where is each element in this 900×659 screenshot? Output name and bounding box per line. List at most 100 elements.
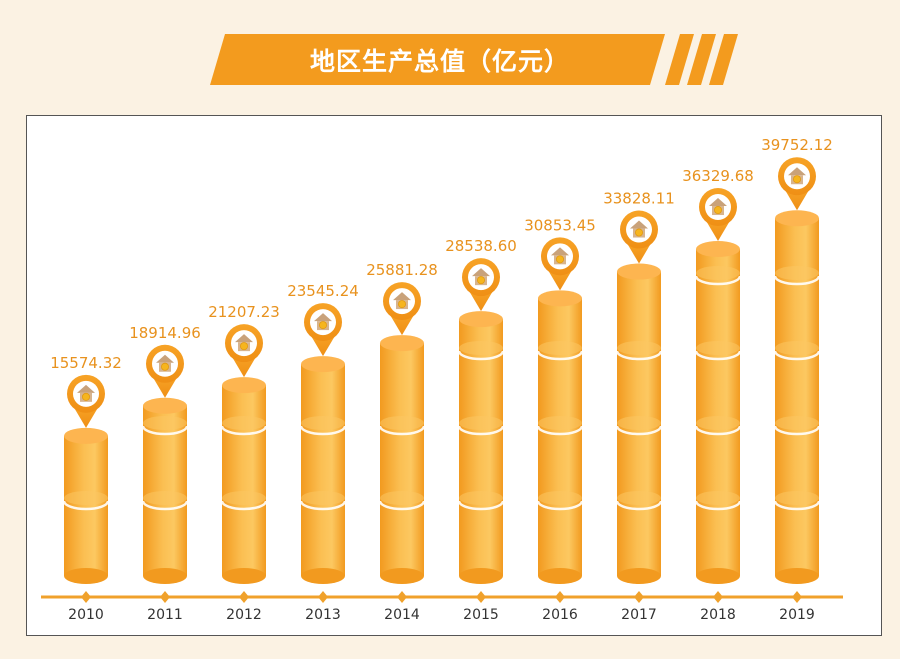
house-coin-pin-icon: [541, 237, 579, 291]
bar-segment-top: [775, 491, 819, 505]
bar-segment-top: [222, 416, 266, 430]
value-label: 23545.24: [287, 282, 359, 300]
bar-segment-top: [222, 491, 266, 505]
value-label: 15574.32: [50, 354, 122, 372]
x-tick-marker: [713, 591, 723, 603]
x-tick-marker: [318, 591, 328, 603]
bar-segment-line: [694, 350, 742, 361]
x-tick-label: 2018: [700, 607, 736, 623]
bar-segment-line: [378, 425, 426, 436]
bar-2013: 23545.24: [287, 282, 359, 584]
bar-segment-top: [696, 416, 740, 430]
bar-2016: 30853.45: [524, 216, 596, 584]
bar-segment-line: [220, 500, 268, 511]
bar-top: [301, 356, 345, 373]
bar-segment-line: [536, 425, 584, 436]
x-tick-marker: [792, 591, 802, 603]
house-coin-pin-icon: [778, 157, 816, 211]
bar-2014: 25881.28: [366, 261, 438, 584]
bar-segment-top: [775, 416, 819, 430]
bar-base: [696, 568, 740, 584]
bar-base: [538, 568, 582, 584]
bar-segment-line: [299, 500, 347, 511]
bar-base: [380, 568, 424, 584]
value-label: 28538.60: [445, 237, 517, 255]
bar-segment-line: [141, 425, 189, 436]
bar-segment-top: [696, 266, 740, 280]
bar-segment-top: [538, 491, 582, 505]
bar-top: [380, 335, 424, 352]
bar-body: [538, 298, 582, 576]
bar-segment-line: [773, 500, 821, 511]
bar-segment-top: [459, 491, 503, 505]
value-label: 25881.28: [366, 261, 438, 279]
bar-segment-line: [536, 500, 584, 511]
value-label: 30853.45: [524, 216, 596, 234]
bar-segment-top: [301, 416, 345, 430]
x-tick-marker: [476, 591, 486, 603]
value-label: 21207.23: [208, 303, 280, 321]
bar-segment-line: [457, 350, 505, 361]
x-tick-label: 2019: [779, 607, 815, 623]
bar-segment-line: [694, 500, 742, 511]
bar-top: [696, 241, 740, 258]
bar-top: [775, 210, 819, 227]
bar-segment-line: [62, 500, 110, 511]
bar-segment-line: [299, 425, 347, 436]
x-tick-label: 2013: [305, 607, 341, 623]
x-tick-label: 2017: [621, 607, 657, 623]
bar-base: [459, 568, 503, 584]
bar-segment-top: [459, 416, 503, 430]
bar-segment-line: [615, 425, 663, 436]
bar-segment-line: [615, 350, 663, 361]
bar-segment-top: [143, 416, 187, 430]
bar-2015: 28538.60: [445, 237, 517, 584]
house-coin-pin-icon: [146, 344, 184, 398]
bar-body: [459, 319, 503, 576]
chart-title: 地区生产总值（亿元）: [309, 47, 570, 76]
x-tick-marker: [634, 591, 644, 603]
bar-2011: 18914.96: [129, 324, 201, 584]
house-coin-pin-icon: [383, 282, 421, 336]
bar-segment-top: [617, 416, 661, 430]
x-tick-label: 2015: [463, 607, 499, 623]
x-tick-marker: [397, 591, 407, 603]
bar-segment-line: [694, 425, 742, 436]
title-banner: [210, 34, 738, 85]
house-coin-pin-icon: [304, 303, 342, 357]
bar-segment-top: [143, 491, 187, 505]
bar-base: [775, 568, 819, 584]
bar-base: [301, 568, 345, 584]
bar-segment-top: [617, 491, 661, 505]
bar-base: [617, 568, 661, 584]
bar-segment-line: [773, 350, 821, 361]
chart-panel: 15574.32 18914.96 21207.23 23545.24 25881.28…: [26, 115, 882, 636]
bar-body: [222, 385, 266, 576]
house-coin-pin-icon: [620, 210, 658, 264]
bar-2012: 21207.23: [208, 303, 280, 584]
value-label: 18914.96: [129, 324, 201, 342]
bar-segment-top: [538, 341, 582, 355]
bar-2019: 39752.12: [761, 136, 833, 584]
bar-segment-top: [775, 341, 819, 355]
bar-segment-line: [457, 425, 505, 436]
bar-top: [459, 311, 503, 328]
bar-chart: 15574.32 18914.96 21207.23 23545.24 25881.28…: [41, 136, 843, 623]
bar-segment-line: [220, 425, 268, 436]
house-coin-pin-icon: [67, 374, 105, 428]
x-tick-label: 2011: [147, 607, 183, 623]
bar-segment-line: [536, 350, 584, 361]
bar-segment-top: [380, 416, 424, 430]
bar-segment-top: [301, 491, 345, 505]
bar-segment-top: [696, 491, 740, 505]
bar-segment-top: [380, 491, 424, 505]
value-label: 36329.68: [682, 167, 754, 185]
house-coin-pin-icon: [699, 188, 737, 242]
bar-top: [538, 290, 582, 307]
bar-top: [64, 427, 108, 444]
value-label: 39752.12: [761, 136, 833, 154]
bar-body: [696, 249, 740, 576]
x-tick-marker: [555, 591, 565, 603]
bar-segment-top: [459, 341, 503, 355]
bar-segment-top: [64, 491, 108, 505]
